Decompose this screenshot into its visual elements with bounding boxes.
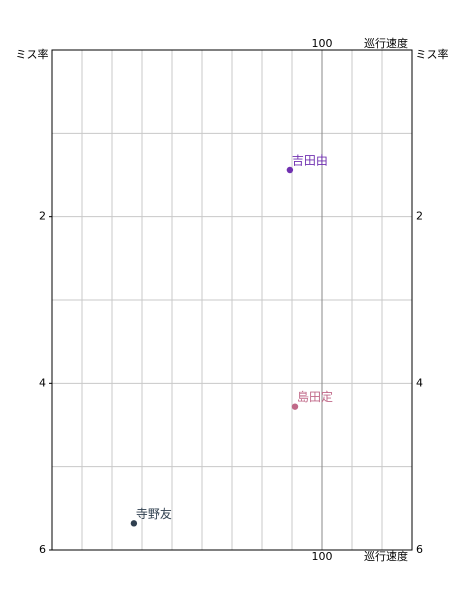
x-tick-label: 100 — [312, 37, 333, 50]
y-axis-label: ミス率 — [16, 47, 49, 61]
y-tick-label: 2 — [39, 210, 46, 223]
y2-tick-label: 6 — [416, 543, 423, 556]
point — [130, 520, 138, 527]
point-label: 吉田由 — [292, 154, 328, 168]
y2-axis-label: ミス率 — [416, 47, 449, 61]
x-tick-label-bottom: 100 — [312, 550, 333, 563]
plot-frame — [51, 49, 413, 551]
point — [291, 403, 299, 410]
point — [286, 166, 294, 174]
y2-tick-label: 2 — [416, 210, 423, 223]
point-label: 島田定 — [297, 389, 333, 404]
y-tick-label: 4 — [39, 376, 46, 389]
x-axis-label-bottom: 巡行速度 — [364, 549, 408, 563]
y2-tick-label: 4 — [416, 376, 423, 389]
y-tick-label: 6 — [39, 543, 46, 556]
x-axis-label: 巡行速度 — [364, 36, 408, 50]
point-label: 寺野友 — [136, 507, 172, 521]
